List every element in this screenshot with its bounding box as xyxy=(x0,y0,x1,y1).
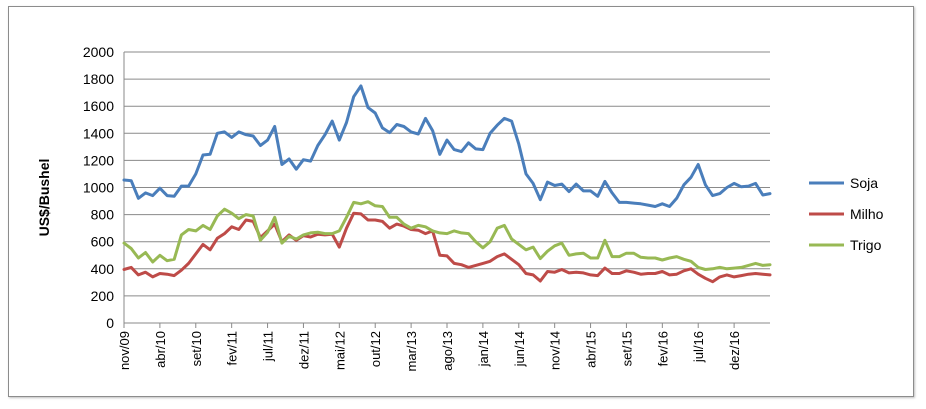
series-line-milho xyxy=(122,211,772,284)
y-tick-label: 1000 xyxy=(83,180,114,196)
x-tick-label: abr/10 xyxy=(153,331,168,368)
y-tick-label: 1600 xyxy=(83,98,114,114)
y-tick-label: 200 xyxy=(91,288,115,304)
x-tick-label: nov/14 xyxy=(548,331,563,370)
x-tick-label: set/10 xyxy=(189,331,204,366)
x-tick-label: mai/12 xyxy=(332,331,347,370)
x-tick-label: dez/11 xyxy=(296,331,311,369)
y-tick-label: 1400 xyxy=(83,125,114,141)
x-tick-label: jun/14 xyxy=(512,331,527,367)
legend-label-soja: Soja xyxy=(850,175,878,191)
y-axis-title: US$/Bushel xyxy=(36,159,52,237)
series-line-soja xyxy=(122,84,772,208)
x-tick-label: fev/16 xyxy=(655,331,670,366)
line-chart: 0 200 400 600 800 1000 1200 1400 1600 1800 2000 nov… xyxy=(36,44,884,371)
x-tick-label: set/15 xyxy=(619,331,634,366)
series-line-trigo xyxy=(122,200,772,271)
x-tick-label: jul/16 xyxy=(691,331,706,363)
chart-frame: 0 200 400 600 800 1000 1200 1400 1600 1800 2000 nov… xyxy=(8,6,914,397)
x-tick-label: jul/11 xyxy=(261,331,276,362)
legend-label-trigo: Trigo xyxy=(850,237,882,253)
y-tick-label: 0 xyxy=(106,315,114,331)
y-tick-label: 400 xyxy=(91,261,115,277)
y-tick-label: 1800 xyxy=(83,71,114,87)
y-tick-label: 2000 xyxy=(83,44,114,60)
x-tick-label: abr/15 xyxy=(584,331,599,368)
x-tick-label: mar/13 xyxy=(404,331,419,371)
x-tick-label: out/12 xyxy=(368,331,383,367)
x-tick-label: nov/09 xyxy=(117,331,132,370)
x-tick-label: jan/14 xyxy=(476,331,491,367)
x-tick-label: fev/11 xyxy=(225,331,240,365)
x-tick-label: dez/16 xyxy=(727,331,742,370)
y-tick-label: 600 xyxy=(91,234,115,250)
y-tick-label: 1200 xyxy=(83,152,114,168)
x-tick-label: ago/13 xyxy=(440,331,455,371)
legend-label-milho: Milho xyxy=(850,206,884,222)
y-tick-label: 800 xyxy=(91,207,115,223)
